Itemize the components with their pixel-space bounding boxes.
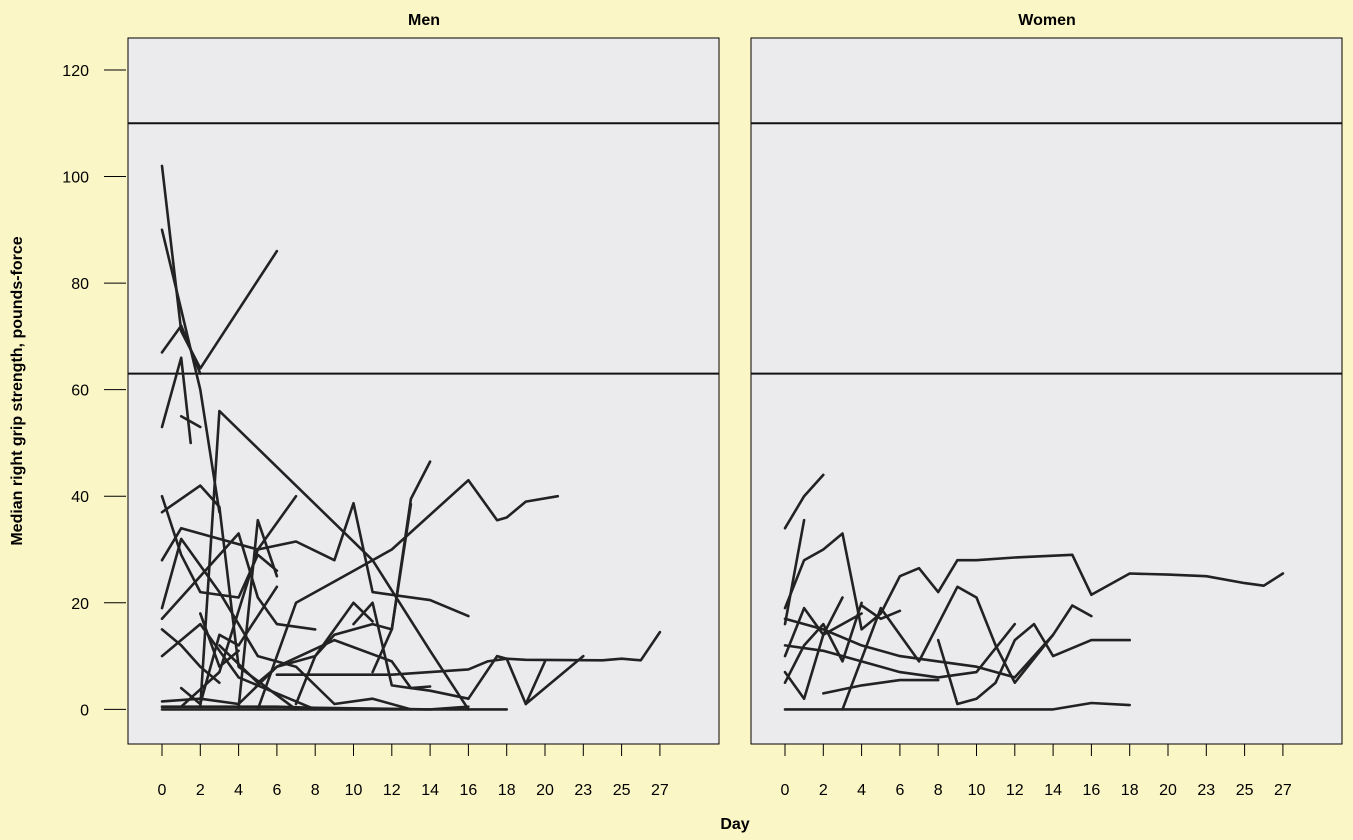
panel-men-x-axis: 0 2 4 6 8 10 12 14 16 18 20 23 25 27 [158,744,669,799]
series-line-men-27 [199,612,240,669]
x-tick-label: 27 [1274,782,1292,799]
x-tick-label: 10 [968,782,986,799]
series-line-men-14 [256,478,560,711]
series-line-women-7 [936,622,1131,706]
x-tick-label: 4 [857,782,866,799]
series-line-men-26 [179,585,279,706]
x-tick-label: 2 [196,782,205,799]
x-tick-label: 18 [1121,782,1139,799]
x-tick-label: 12 [383,782,401,799]
series-line-men-28 [237,518,279,710]
y-axis-title: Median right grip strength, pounds-force [9,236,26,545]
x-tick-label: 12 [1006,782,1024,799]
panel-men-background [127,37,720,745]
series-line-women-1 [783,473,825,530]
panel-men: Men 0 2 4 6 8 10 12 14 16 18 20 23 25 27 [127,12,720,799]
series-line-men-4 [160,356,192,445]
y-tick-label: 120 [62,63,89,80]
series-line-men-22 [524,654,585,706]
series-line-women-3 [783,518,806,626]
series-line-men-16 [294,502,413,706]
x-tick-label: 10 [345,782,363,799]
x-tick-label: 14 [421,782,439,799]
y-tick-label: 20 [71,596,89,613]
series-line-women-2 [783,532,1285,631]
x-tick-label: 23 [574,782,592,799]
series-line-women-5 [841,585,1093,711]
x-tick-label: 4 [234,782,243,799]
series-line-men-24 [160,705,470,711]
x-tick-label: 8 [311,782,320,799]
y-tick-label: 0 [80,702,89,719]
x-tick-label: 6 [272,782,281,799]
x-axis-title: Day [720,816,749,833]
x-tick-label: 25 [613,782,631,799]
series-line-women-12 [783,612,863,701]
series-line-men-10 [160,532,317,631]
x-tick-label: 0 [781,782,790,799]
x-tick-label: 2 [819,782,828,799]
series-line-men-18 [352,601,432,690]
panel-men-reference-lines [128,122,719,375]
series-line-men-20 [275,630,662,677]
x-tick-label: 14 [1044,782,1062,799]
series-line-women-13 [860,604,902,621]
series-line-men-25 [160,628,221,685]
y-tick-label: 60 [71,383,89,400]
series-line-men-19 [218,638,470,701]
series-line-men-7 [160,494,279,599]
x-tick-label: 27 [651,782,669,799]
x-tick-label: 6 [895,782,904,799]
panel-women-background [750,37,1343,745]
series-line-women-11 [821,678,940,695]
x-tick-label: 25 [1236,782,1254,799]
y-tick-label: 100 [62,170,89,187]
x-tick-label: 16 [460,782,478,799]
x-tick-label: 20 [536,782,554,799]
series-line-women-10 [783,601,863,685]
series-line-women-9 [783,596,844,658]
x-tick-label: 23 [1197,782,1215,799]
panel-men-title: Men [408,12,440,29]
panel-women-x-axis: 0 2 4 6 8 10 12 14 16 18 20 23 25 27 [781,744,1292,799]
series-line-men-11 [160,537,413,711]
y-tick-label: 80 [71,276,89,293]
y-tick-label: 40 [71,489,89,506]
y-axis: 0 20 40 60 80 100 120 [62,63,126,719]
panel-women-reference-lines [751,122,1342,375]
panel-women: Women 0 2 4 6 8 10 12 14 16 18 20 23 25 27 [750,12,1343,799]
series-line-women-8 [783,701,1131,711]
x-tick-label: 20 [1159,782,1177,799]
series-line-men-12 [160,622,317,711]
series-line-men-21 [467,654,547,706]
series-line-women-6 [783,622,1017,679]
x-tick-label: 18 [498,782,516,799]
x-tick-label: 8 [934,782,943,799]
series-line-men-8 [160,501,470,618]
series-line-men-13 [179,494,298,709]
x-tick-label: 16 [1083,782,1101,799]
series-line-men-3 [160,324,202,376]
x-tick-label: 0 [158,782,167,799]
panel-men-series [160,164,662,711]
panel-women-series [783,473,1285,711]
panel-women-title: Women [1018,12,1075,29]
series-line-men-5 [179,414,202,429]
